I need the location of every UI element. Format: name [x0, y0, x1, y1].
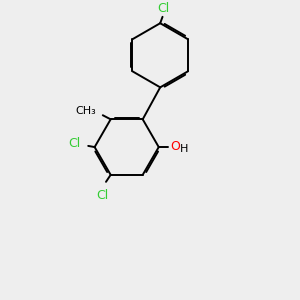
Text: Cl: Cl: [96, 189, 109, 203]
Text: Cl: Cl: [158, 2, 170, 15]
Text: Cl: Cl: [69, 137, 81, 150]
Text: H: H: [179, 144, 188, 154]
Text: CH₃: CH₃: [76, 106, 96, 116]
Text: O: O: [170, 140, 180, 153]
